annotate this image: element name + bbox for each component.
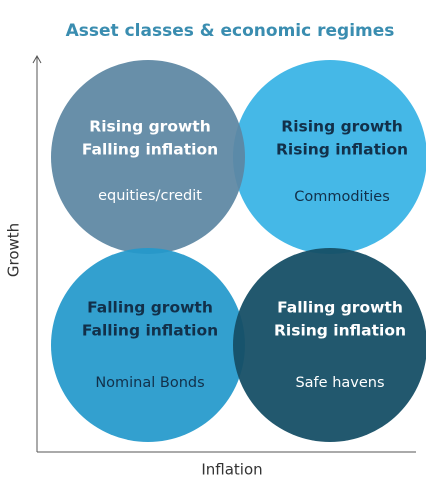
heading: Rising growth: [89, 118, 210, 136]
x-axis-label: Inflation: [201, 461, 262, 479]
label: Safe havens: [295, 375, 384, 391]
label: Nominal Bonds: [95, 375, 204, 391]
y-axis-label: Growth: [5, 223, 23, 277]
circle: [51, 60, 245, 254]
heading: Rising inflation: [274, 322, 406, 340]
heading: Falling growth: [87, 299, 213, 317]
y-arrow: [32, 54, 42, 64]
label: equities/credit: [98, 188, 202, 204]
circle: [51, 248, 245, 442]
circle: [233, 248, 426, 442]
heading: Falling inflation: [82, 141, 218, 159]
heading: Falling growth: [277, 299, 403, 317]
circle: [233, 60, 426, 254]
heading: Rising growth: [281, 118, 402, 136]
label: Commodities: [294, 189, 390, 205]
heading: Rising inflation: [276, 141, 408, 159]
heading: Falling inflation: [82, 322, 218, 340]
title: Asset classes & economic regimes: [66, 21, 395, 41]
